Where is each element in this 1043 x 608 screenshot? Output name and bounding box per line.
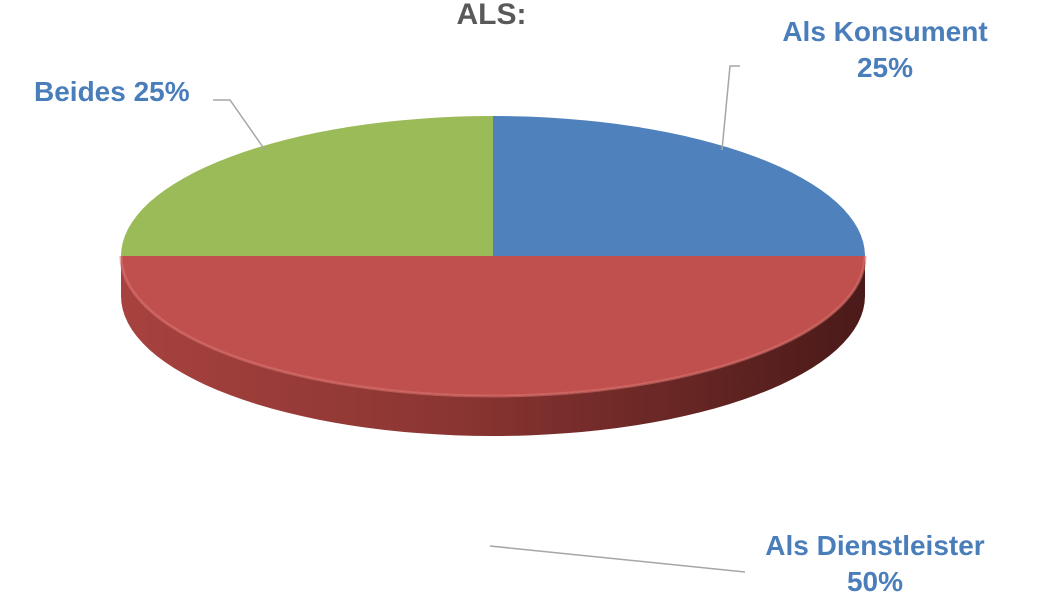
- data-label-beides-text: Beides 25%: [34, 76, 190, 107]
- leader-line-dienst: [489, 545, 746, 573]
- pie-slice-als-konsument: [493, 116, 865, 256]
- data-label-konsument: Als Konsument 25%: [760, 14, 1010, 86]
- leader-line-konsument: [721, 65, 740, 151]
- pie-slice-als-dienstleister: [121, 256, 865, 396]
- data-label-dienstleister: Als Dienstleister 50%: [740, 528, 1010, 600]
- data-label-konsument-value: 25%: [856, 52, 914, 83]
- chart-title: ALS:: [456, 0, 527, 31]
- leader-line-beides: [213, 99, 266, 151]
- data-label-konsument-name: Als Konsument: [782, 16, 988, 47]
- data-label-beides: Beides 25%: [34, 74, 190, 110]
- pie-slice-side-1: [121, 256, 865, 436]
- pie-slice-beides: [121, 116, 493, 256]
- data-label-dienstleister-value: 50%: [846, 566, 904, 597]
- data-label-dienstleister-name: Als Dienstleister: [765, 530, 985, 561]
- pie-rim-highlight: [119, 255, 867, 398]
